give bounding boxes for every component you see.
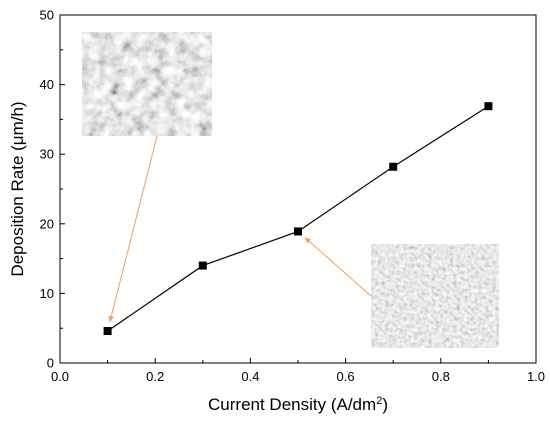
sem-micrograph-fine xyxy=(371,244,499,348)
series-layer xyxy=(103,102,493,335)
x-tick-label: 0.6 xyxy=(337,369,355,384)
x-tick-label: 1.0 xyxy=(527,369,545,384)
annotation-layer xyxy=(82,32,499,348)
annotation-arrow-head xyxy=(304,237,312,244)
y-tick-label: 50 xyxy=(40,8,54,23)
x-tick-label: 0.8 xyxy=(432,369,450,384)
data-point xyxy=(103,326,112,335)
y-tick-label: 20 xyxy=(40,216,54,231)
data-point xyxy=(389,162,398,171)
data-point xyxy=(484,102,493,111)
y-tick-label: 30 xyxy=(40,147,54,162)
annotation-arrow-line xyxy=(304,237,372,297)
x-tick-label: 0.4 xyxy=(241,369,259,384)
x-axis-title-main: Current Density (A/dm xyxy=(208,395,376,414)
sem-micrograph-coarse xyxy=(82,32,212,136)
y-tick-label: 40 xyxy=(40,77,54,92)
x-tick-label: 0.2 xyxy=(146,369,164,384)
data-point xyxy=(198,261,207,270)
x-axis-title: Current Density (A/dm2) xyxy=(208,395,388,414)
x-axis-title-suffix: ) xyxy=(382,395,388,414)
annotation-arrow-head xyxy=(108,315,114,323)
annotation-arrow-line xyxy=(109,135,158,323)
x-tick-label: 0.0 xyxy=(51,369,69,384)
y-tick-label: 10 xyxy=(40,286,54,301)
data-point xyxy=(294,227,302,236)
y-tick-label: 0 xyxy=(47,356,54,371)
axis-layer: 0.0 0.2 0.4 0.6 0.8 1.0 0 10 20 30 40 50 xyxy=(40,8,546,385)
y-axis-title: Deposition Rate (μm/h) xyxy=(8,101,27,276)
x-axis-title-superscript: 2 xyxy=(376,395,382,407)
